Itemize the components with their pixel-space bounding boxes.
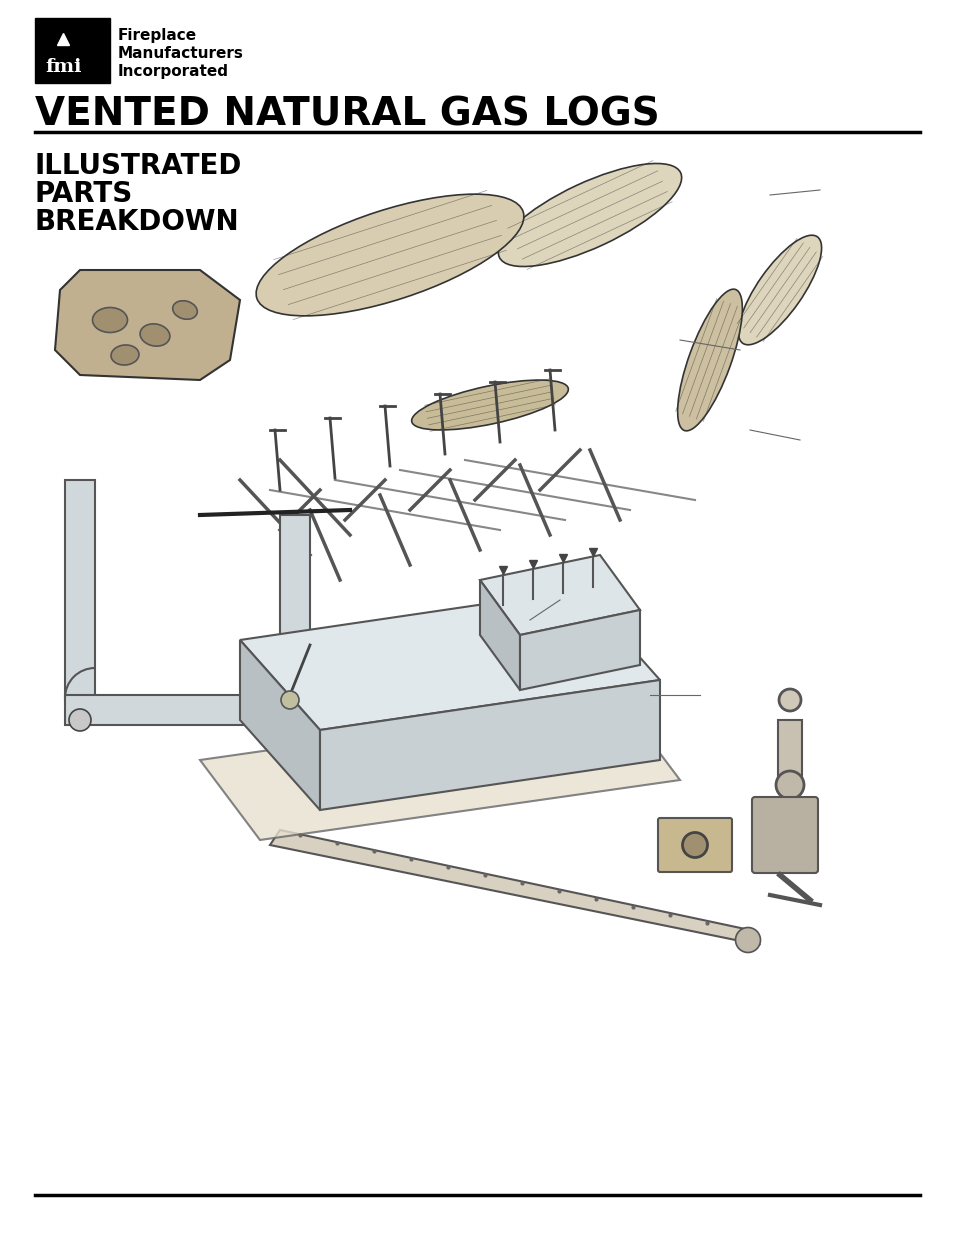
Polygon shape [479,580,519,690]
Text: VENTED NATURAL GAS LOGS: VENTED NATURAL GAS LOGS [35,95,659,133]
Polygon shape [240,640,319,810]
Ellipse shape [677,289,741,431]
Text: Incorporated: Incorporated [118,64,229,79]
Polygon shape [240,590,659,730]
Ellipse shape [738,235,821,345]
Bar [280,515,310,695]
Polygon shape [479,555,639,635]
Text: fmi: fmi [45,58,82,75]
Bar [778,720,801,781]
Ellipse shape [92,308,128,332]
Ellipse shape [497,163,681,267]
Ellipse shape [411,380,568,430]
Ellipse shape [735,927,760,952]
Polygon shape [319,680,659,810]
FancyBboxPatch shape [751,797,817,873]
Ellipse shape [281,692,298,709]
Ellipse shape [255,194,523,316]
Polygon shape [200,700,679,840]
Bar [35,19,110,83]
Bar [65,480,95,700]
Ellipse shape [69,709,91,731]
Text: BREAKDOWN: BREAKDOWN [35,207,239,236]
FancyBboxPatch shape [658,818,731,872]
Bar [65,695,285,725]
Ellipse shape [775,771,803,799]
Polygon shape [55,270,240,380]
Text: PARTS: PARTS [35,180,133,207]
Text: Fireplace: Fireplace [118,28,197,43]
Ellipse shape [779,689,801,711]
Text: ILLUSTRATED: ILLUSTRATED [35,152,242,180]
Polygon shape [270,830,760,945]
Ellipse shape [681,832,707,857]
Ellipse shape [172,301,197,320]
Ellipse shape [140,324,170,346]
Ellipse shape [111,345,139,366]
Text: Manufacturers: Manufacturers [118,46,244,61]
Polygon shape [519,610,639,690]
